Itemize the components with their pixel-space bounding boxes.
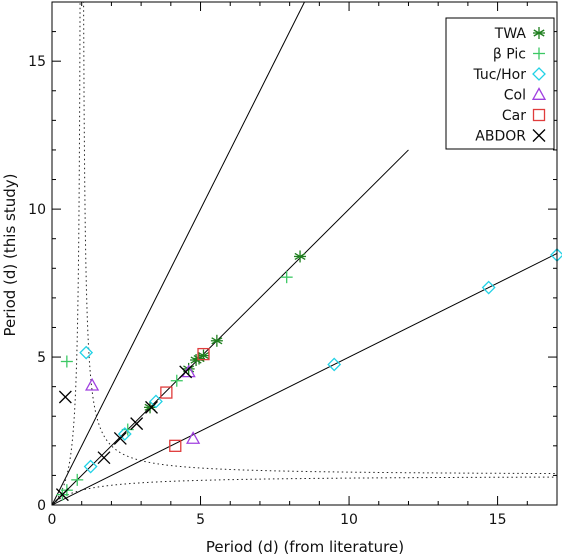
data-point xyxy=(280,271,293,284)
legend-marker xyxy=(532,67,546,81)
x-tick-label: 5 xyxy=(196,512,205,528)
series-col xyxy=(84,364,201,444)
legend: TWA β Pic Tuc/Hor Col Car ABDOR xyxy=(445,17,555,150)
x-tick-label: 10 xyxy=(340,512,358,528)
series-abdor xyxy=(55,365,193,502)
data-point xyxy=(145,400,158,414)
data-point xyxy=(83,459,98,474)
y-tick-label: 5 xyxy=(37,350,46,366)
data-point xyxy=(327,357,342,372)
data-point xyxy=(481,280,496,295)
x-tick-label: 0 xyxy=(48,512,57,528)
legend-label: Tuc/Hor xyxy=(472,67,526,83)
legend-label: Car xyxy=(502,108,526,124)
y-tick-label: 10 xyxy=(28,202,46,218)
data-point xyxy=(97,451,111,465)
data-point xyxy=(197,347,210,361)
beat-curve-lower xyxy=(52,476,557,505)
data-point xyxy=(55,488,69,502)
data-point xyxy=(84,377,100,391)
data-points xyxy=(55,248,562,502)
data-point xyxy=(71,473,84,486)
reference-line-slope-2 xyxy=(52,2,305,505)
y-axis-label: Period (d) (this study) xyxy=(1,174,19,337)
data-point xyxy=(294,250,307,263)
plot-frame xyxy=(51,1,558,506)
legend-marker xyxy=(533,47,545,60)
reference-lines xyxy=(52,2,557,505)
legend-label: β Pic xyxy=(493,47,526,63)
x-tick-label: 15 xyxy=(489,512,507,528)
reference-line-slope-1 xyxy=(52,149,409,505)
data-point xyxy=(58,390,72,404)
data-point xyxy=(117,427,132,441)
series-car xyxy=(160,347,210,452)
y-tick-label: 0 xyxy=(37,498,46,514)
data-point xyxy=(169,439,182,452)
data-point xyxy=(170,374,183,387)
data-point xyxy=(130,417,144,431)
data-point xyxy=(185,431,201,444)
legend-marker xyxy=(531,87,547,100)
series-pic xyxy=(56,271,293,501)
beat-period-curves xyxy=(52,2,557,505)
legend-label: Col xyxy=(504,88,526,104)
x-axis-label: Period (d) (from literature) xyxy=(206,538,404,556)
beat-curve-upper-left xyxy=(52,2,81,505)
reference-line-slope-0.5 xyxy=(52,253,557,505)
series-tuchor xyxy=(79,248,562,474)
data-point xyxy=(210,334,223,347)
legend-marker xyxy=(533,27,545,39)
legend-box xyxy=(445,17,555,150)
data-point xyxy=(149,394,163,409)
data-point xyxy=(79,345,94,360)
axes: 0 5 10 15 0 5 10 15 xyxy=(28,1,558,528)
legend-marker xyxy=(532,108,546,122)
data-point xyxy=(160,386,173,399)
y-tick-label: 15 xyxy=(28,54,46,70)
beat-curve-upper-right xyxy=(83,2,557,475)
legend-label: TWA xyxy=(494,26,527,42)
data-point xyxy=(179,365,193,379)
data-point xyxy=(113,431,127,445)
legend-marker xyxy=(532,129,546,142)
data-point xyxy=(60,355,73,368)
legend-label: ABDOR xyxy=(475,129,526,145)
